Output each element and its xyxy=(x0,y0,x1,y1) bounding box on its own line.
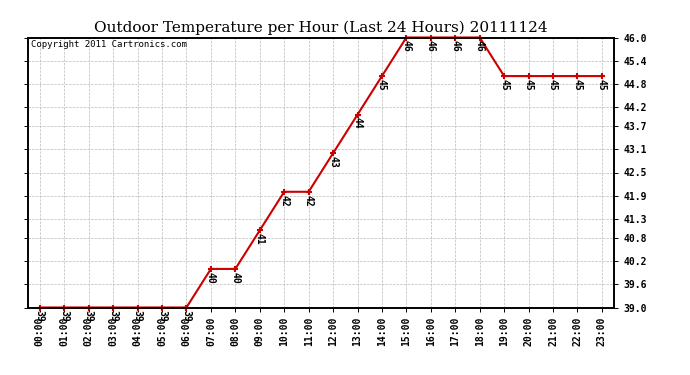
Title: Outdoor Temperature per Hour (Last 24 Hours) 20111124: Outdoor Temperature per Hour (Last 24 Ho… xyxy=(94,21,548,35)
Text: 39: 39 xyxy=(157,310,167,322)
Text: 40: 40 xyxy=(206,272,216,284)
Text: 45: 45 xyxy=(597,79,607,91)
Text: 39: 39 xyxy=(59,310,69,322)
Text: 46: 46 xyxy=(475,40,484,52)
Text: 45: 45 xyxy=(548,79,558,91)
Text: 45: 45 xyxy=(524,79,533,91)
Text: 39: 39 xyxy=(132,310,143,322)
Text: 39: 39 xyxy=(108,310,118,322)
Text: 39: 39 xyxy=(83,310,94,322)
Text: Copyright 2011 Cartronics.com: Copyright 2011 Cartronics.com xyxy=(30,40,186,49)
Text: 45: 45 xyxy=(377,79,387,91)
Text: 39: 39 xyxy=(181,310,191,322)
Text: 46: 46 xyxy=(402,40,411,52)
Text: 40: 40 xyxy=(230,272,240,284)
Text: 46: 46 xyxy=(426,40,436,52)
Text: 41: 41 xyxy=(255,233,265,245)
Text: 43: 43 xyxy=(328,156,338,168)
Text: 45: 45 xyxy=(499,79,509,91)
Text: 42: 42 xyxy=(304,195,314,206)
Text: 39: 39 xyxy=(34,310,45,322)
Text: 45: 45 xyxy=(573,79,582,91)
Text: 42: 42 xyxy=(279,195,289,206)
Text: 44: 44 xyxy=(353,117,362,129)
Text: 46: 46 xyxy=(451,40,460,52)
